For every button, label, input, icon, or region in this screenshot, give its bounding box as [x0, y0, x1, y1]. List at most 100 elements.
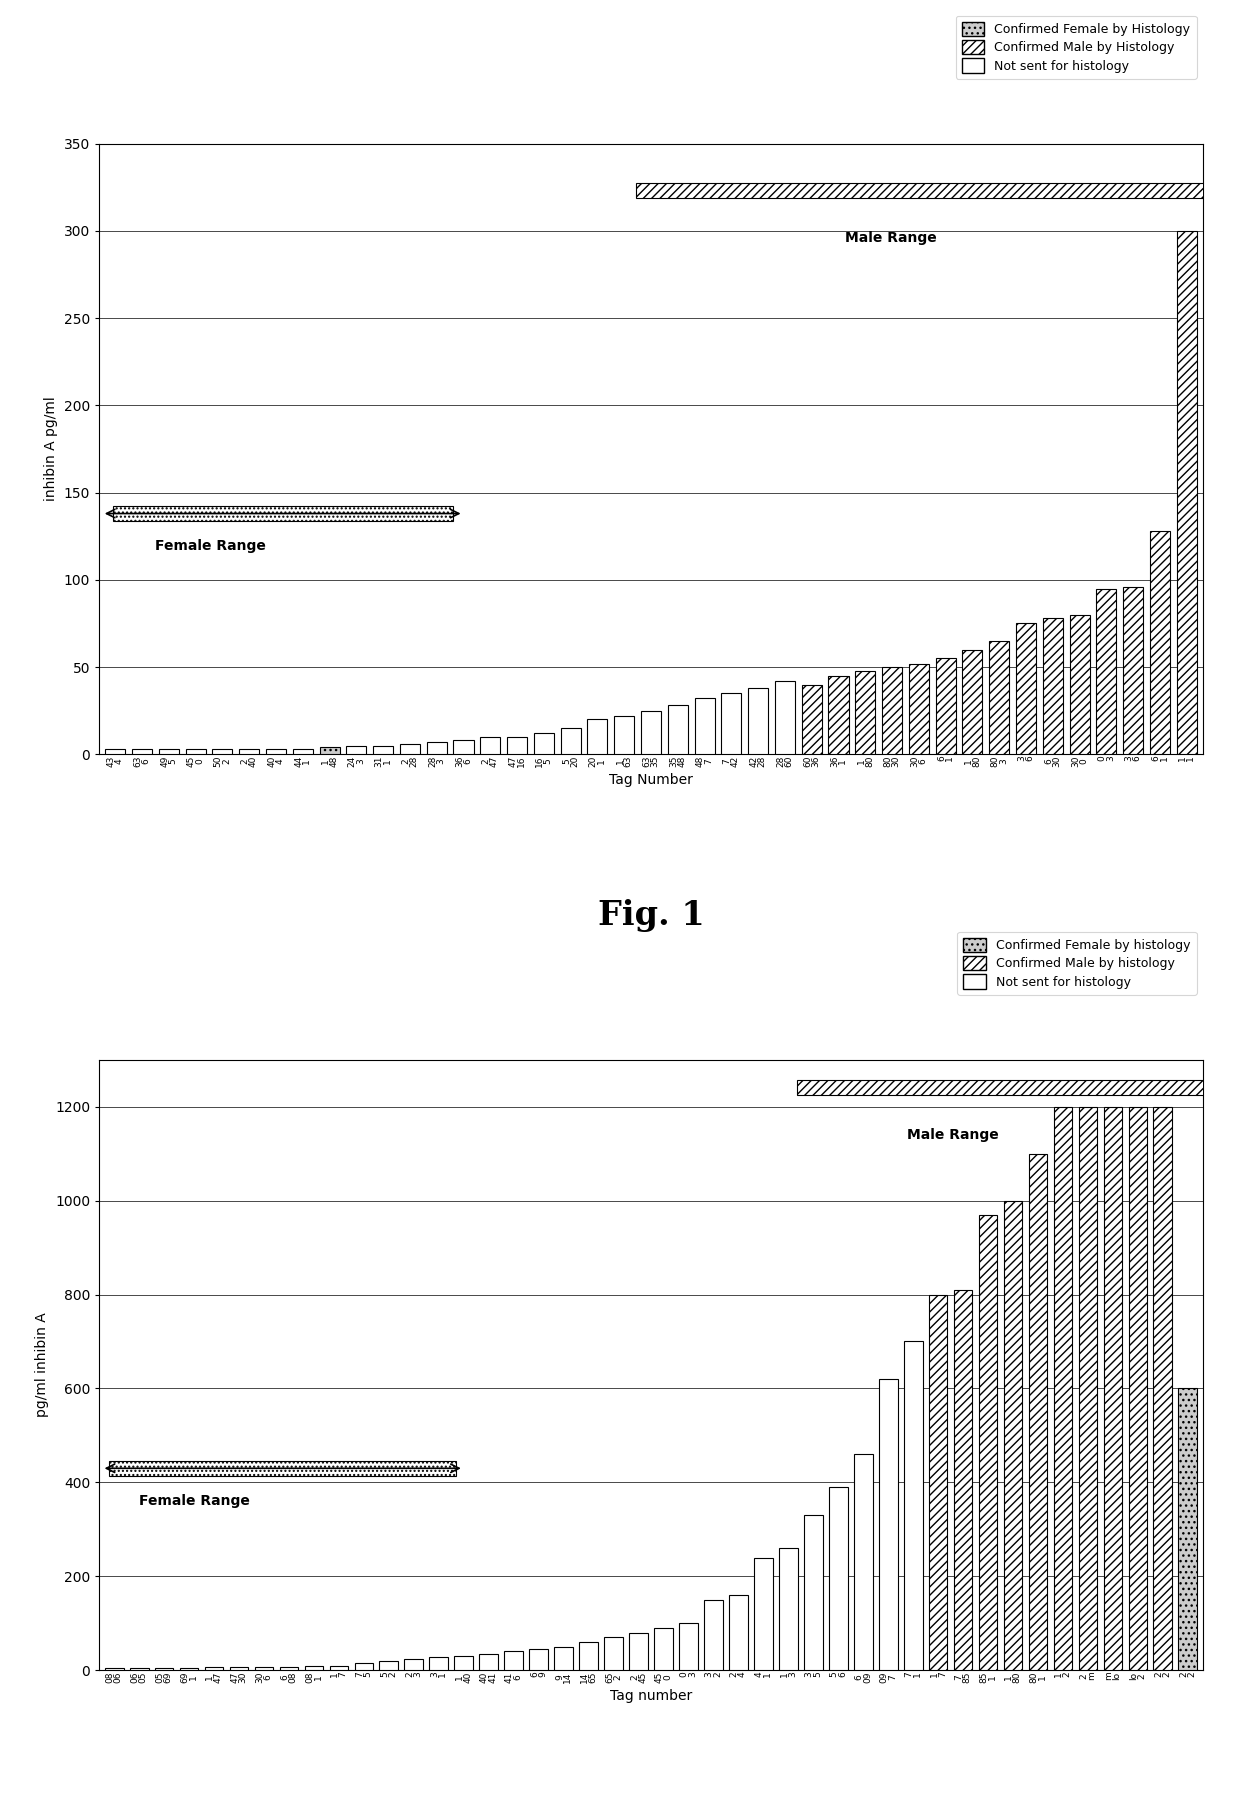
- Bar: [505, 1652, 523, 1670]
- Bar: [604, 1638, 622, 1670]
- Bar: [854, 1455, 873, 1670]
- Bar: [962, 650, 982, 754]
- Bar: [936, 659, 956, 754]
- Bar: [1104, 1106, 1122, 1670]
- Bar: [1043, 618, 1063, 754]
- Bar: [775, 681, 795, 754]
- Bar: [797, 1081, 1216, 1096]
- Bar: [1029, 1153, 1048, 1670]
- Bar: [655, 1627, 673, 1670]
- Bar: [1070, 614, 1090, 754]
- Bar: [882, 666, 903, 754]
- Bar: [205, 1667, 223, 1670]
- Bar: [1177, 232, 1197, 754]
- Y-axis label: pg/ml inhibin A: pg/ml inhibin A: [36, 1313, 50, 1417]
- Bar: [579, 1642, 598, 1670]
- Text: Female Range: Female Range: [155, 539, 267, 553]
- Bar: [265, 749, 286, 754]
- Bar: [399, 744, 420, 754]
- Bar: [239, 749, 259, 754]
- Bar: [1096, 589, 1116, 754]
- Bar: [1149, 532, 1171, 754]
- X-axis label: Tag number: Tag number: [610, 1688, 692, 1703]
- Legend: Confirmed Female by Histology, Confirmed Male by Histology, Not sent for histolo: Confirmed Female by Histology, Confirmed…: [956, 16, 1197, 79]
- Bar: [404, 1658, 423, 1670]
- Bar: [641, 711, 661, 754]
- Bar: [560, 727, 580, 754]
- Bar: [355, 1663, 373, 1670]
- Y-axis label: inhibin A pg/ml: inhibin A pg/ml: [45, 397, 58, 501]
- Bar: [373, 745, 393, 754]
- Bar: [507, 736, 527, 754]
- Bar: [529, 1649, 548, 1670]
- Bar: [748, 688, 769, 754]
- Bar: [588, 720, 608, 754]
- Legend: Confirmed Female by histology, Confirmed Male by histology, Not sent for histolo: Confirmed Female by histology, Confirmed…: [957, 932, 1197, 995]
- Bar: [454, 740, 474, 754]
- Bar: [1003, 1200, 1023, 1670]
- Bar: [828, 675, 848, 754]
- Bar: [754, 1557, 773, 1670]
- Bar: [629, 1633, 647, 1670]
- Bar: [614, 717, 634, 754]
- Bar: [186, 749, 206, 754]
- Bar: [480, 736, 500, 754]
- Bar: [105, 1668, 124, 1670]
- Text: Male Range: Male Range: [846, 232, 937, 244]
- Bar: [856, 670, 875, 754]
- Bar: [1128, 1106, 1147, 1670]
- Bar: [828, 1487, 848, 1670]
- Bar: [909, 663, 929, 754]
- Bar: [978, 1214, 997, 1670]
- Bar: [904, 1342, 923, 1670]
- Bar: [729, 1595, 748, 1670]
- Bar: [305, 1665, 324, 1670]
- Bar: [636, 183, 1215, 198]
- Bar: [130, 1668, 149, 1670]
- Bar: [254, 1667, 273, 1670]
- Bar: [1178, 1388, 1197, 1670]
- Bar: [668, 706, 688, 754]
- Bar: [779, 1548, 797, 1670]
- Bar: [1079, 1106, 1097, 1670]
- Bar: [680, 1624, 698, 1670]
- Bar: [802, 684, 822, 754]
- Bar: [427, 742, 446, 754]
- Bar: [155, 1668, 174, 1670]
- Bar: [330, 1665, 348, 1670]
- Bar: [105, 749, 125, 754]
- Bar: [929, 1295, 947, 1670]
- Text: Fig. 1: Fig. 1: [598, 900, 704, 932]
- Bar: [722, 693, 742, 754]
- Bar: [804, 1516, 822, 1670]
- Bar: [990, 641, 1009, 754]
- Bar: [554, 1647, 573, 1670]
- Bar: [212, 749, 232, 754]
- Bar: [131, 749, 153, 754]
- Bar: [113, 506, 453, 521]
- Bar: [533, 733, 554, 754]
- Bar: [694, 699, 714, 754]
- Bar: [454, 1656, 474, 1670]
- Bar: [1123, 587, 1143, 754]
- Bar: [279, 1667, 299, 1670]
- Bar: [346, 745, 366, 754]
- Bar: [293, 749, 312, 754]
- Bar: [109, 1460, 456, 1476]
- Bar: [379, 1661, 398, 1670]
- Bar: [704, 1600, 723, 1670]
- Bar: [1153, 1106, 1172, 1670]
- Bar: [159, 749, 179, 754]
- Text: Female Range: Female Range: [139, 1494, 250, 1509]
- Text: Male Range: Male Range: [906, 1128, 998, 1142]
- Bar: [1016, 623, 1037, 754]
- Bar: [320, 747, 340, 754]
- Bar: [429, 1658, 448, 1670]
- Bar: [1054, 1106, 1073, 1670]
- X-axis label: Tag Number: Tag Number: [609, 772, 693, 787]
- Bar: [480, 1654, 498, 1670]
- Bar: [180, 1668, 198, 1670]
- Bar: [954, 1290, 972, 1670]
- Bar: [879, 1379, 898, 1670]
- Bar: [229, 1667, 248, 1670]
